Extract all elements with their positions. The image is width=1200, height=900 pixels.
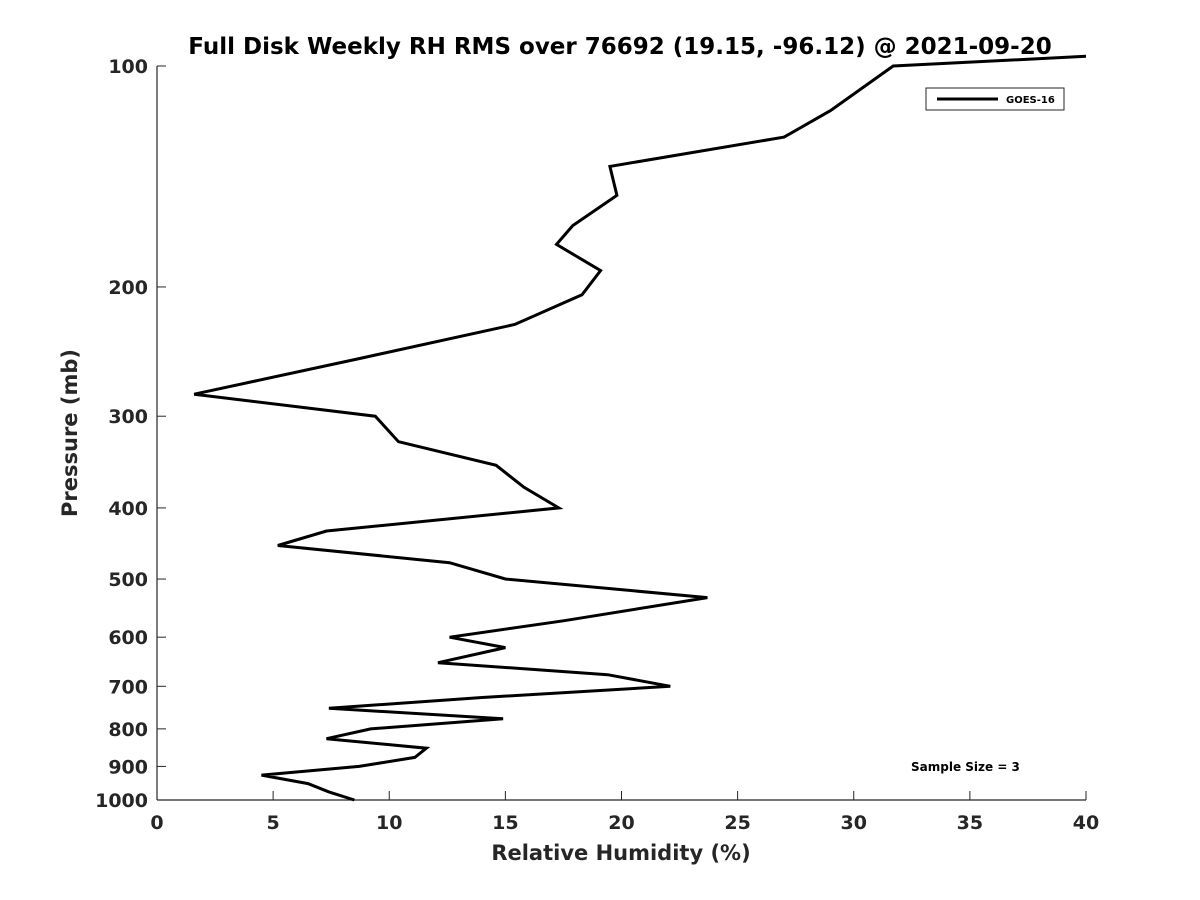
y-tick-label: 900	[108, 756, 148, 778]
x-tick-label: 15	[492, 812, 518, 834]
y-tick-label: 500	[108, 569, 148, 591]
x-tick-label: 20	[608, 812, 634, 834]
y-axis-label: Pressure (mb)	[58, 349, 82, 517]
x-tick-label: 40	[1073, 812, 1099, 834]
x-tick-label: 30	[841, 812, 867, 834]
chart-title: Full Disk Weekly RH RMS over 76692 (19.1…	[188, 34, 1051, 60]
series-line-goes-16	[193, 54, 1087, 802]
x-tick-label: 25	[724, 812, 750, 834]
y-ticks: 100 200 300 400 500 600 700 800 900 1000	[95, 56, 166, 812]
x-tick-label: 35	[957, 812, 983, 834]
y-tick-label: 200	[108, 277, 148, 299]
legend: GOES-16	[925, 87, 1065, 111]
x-tick-label: 10	[376, 812, 402, 834]
legend-label-goes-16: GOES-16	[1006, 95, 1055, 106]
x-axis-label: Relative Humidity (%)	[491, 841, 750, 865]
y-tick-label: 600	[108, 627, 148, 649]
y-tick-label: 700	[108, 676, 148, 698]
y-tick-label: 1000	[95, 790, 148, 812]
x-ticks: 0 5 10 15 20 25 30 35 40	[150, 791, 1099, 834]
x-tick-label: 5	[267, 812, 280, 834]
y-tick-label: 100	[108, 56, 148, 78]
y-tick-label: 300	[108, 406, 148, 428]
series-group	[193, 54, 1087, 802]
x-tick-label: 0	[150, 812, 163, 834]
sample-size-annotation: Sample Size = 3	[911, 760, 1020, 774]
y-tick-label: 800	[108, 719, 148, 741]
y-tick-label: 400	[108, 498, 148, 520]
